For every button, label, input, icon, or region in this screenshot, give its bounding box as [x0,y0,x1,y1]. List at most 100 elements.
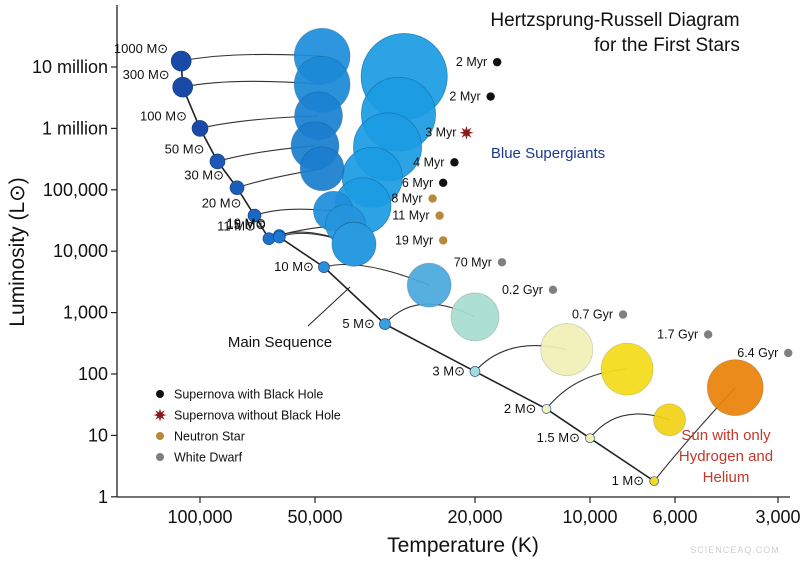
fate-age-label: 2 Myr [456,55,487,69]
giant-bubble [331,221,377,267]
legend-label: Neutron Star [174,430,245,444]
fate-marker [486,92,495,101]
fate-marker [618,310,628,319]
x-tick-label: 10,000 [562,507,617,527]
main-sequence-star [170,50,192,72]
fate-age-label: 4 Myr [413,155,444,169]
giant-bubbles [290,27,764,437]
x-tick-label: 6,000 [652,507,697,527]
fate-marker [435,211,444,220]
y-tick-label: 1 [98,487,108,507]
mass-label: 1 M⊙ [612,473,645,488]
mass-label: 1.5 M⊙ [537,430,580,445]
main-sequence-star [379,318,391,330]
sun-label-line-2: Hydrogen and [679,448,773,465]
main-sequence-star [172,76,193,98]
legend-label: Supernova without Black Hole [174,409,341,423]
y-tick-label: 100,000 [43,180,108,200]
fate-age-label: 1.7 Gyr [657,327,698,341]
mass-labels: 1000 M⊙300 M⊙100 M⊙50 M⊙30 M⊙20 M⊙11 M⊙1… [114,41,644,488]
y-tick-label: 100 [78,364,108,384]
giant-bubble [450,292,500,342]
chart-subtitle: for the First Stars [594,35,740,56]
y-axis-title: Luminosity (L⊙) [6,177,29,326]
giant-bubble [600,342,654,396]
main-sequence-star [247,208,262,223]
fate-age-label: 0.2 Gyr [502,283,543,297]
legend-marker [156,432,164,440]
mass-label: 1000 M⊙ [114,41,168,56]
tick-labels: 100,000 50,000 20,000 10,000 6,000 3,000 10 mi… [32,57,800,527]
main-sequence-stars [170,50,659,486]
legend-label: Supernova with Black Hole [174,388,323,402]
mass-label: 30 M⊙ [184,168,224,183]
main-sequence-star [229,180,245,196]
mass-label: 300 M⊙ [123,67,170,82]
fate-age-label: 6 Myr [402,176,433,190]
giant-bubble [540,323,594,376]
mass-label: 3 M⊙ [432,363,465,378]
sun-label-line-3: Helium [703,469,750,486]
mass-label: 11 M⊙ [217,219,256,234]
fate-marker [784,348,793,358]
y-tick-label: 10,000 [53,241,108,261]
main-sequence-star [318,261,330,273]
mass-label: 2 M⊙ [504,401,537,416]
fate-marker [438,236,448,245]
mass-label: 20 M⊙ [202,196,242,211]
mass-label: 15 M⊙ [227,217,267,232]
mass-label: 10 M⊙ [274,259,314,274]
main-sequence-star [585,433,595,444]
giant-bubble [406,262,452,308]
fate-marker [450,158,459,167]
chart-title: Hertzsprung-Russell Diagram [490,10,739,31]
main-sequence-star [209,153,226,170]
y-tick-label: 10 [88,425,108,445]
axes [116,5,790,498]
watermark: SCIENCEAQ.COM [690,545,780,555]
stellar-fates: 2 Myr 2 Myr 3 Myr 4 Myr 6 Myr 8 Myr 11 Myr 19 M… [391,55,793,360]
blue-supergiants-label: Blue Supergiants [491,145,605,162]
legend-label: White Dwarf [174,451,243,465]
giant-bubble [653,403,686,437]
mass-label: 100 M⊙ [140,108,187,123]
fate-age-label: 3 Myr [425,126,456,140]
fate-marker [703,330,713,339]
fate-marker-star [459,125,474,140]
legend-marker [156,390,164,398]
fate-marker [548,285,558,295]
x-tick-label: 100,000 [167,507,232,527]
main-sequence-star [191,120,209,137]
fate-age-label: 6.4 Gyr [737,346,778,360]
main-sequence-star [649,476,659,486]
fate-age-label: 70 Myr [454,255,492,269]
x-tick-label: 20,000 [447,507,502,527]
fate-age-label: 0.7 Gyr [572,308,613,322]
main-sequence-label: Main Sequence [228,334,332,351]
fate-marker [438,178,448,188]
legend-marker-star [153,408,167,422]
x-tick-label: 3,000 [755,507,800,527]
y-tick-label: 10 million [32,57,108,77]
fate-age-label: 19 Myr [395,233,433,247]
fate-marker [492,57,502,67]
main-sequence-star [273,230,286,244]
main-sequence-pointer [307,286,351,327]
giant-bubble [706,359,764,417]
fate-marker [428,194,437,203]
fate-age-label: 11 Myr [392,209,429,223]
sun-label-line-1: Sun with only [681,427,771,444]
x-tick-label: 50,000 [287,507,342,527]
legend-marker [156,453,164,461]
main-sequence-star [469,366,481,377]
y-tick-label: 1 million [42,118,108,138]
y-tick-label: 1,000 [63,303,108,323]
mass-label: 19 M⊙ [227,216,267,231]
x-axis-title: Temperature (K) [387,534,539,557]
main-sequence-star [541,404,552,414]
mass-label: 50 M⊙ [165,141,205,156]
fate-age-label: 2 Myr [449,90,480,104]
fate-marker [497,258,507,267]
